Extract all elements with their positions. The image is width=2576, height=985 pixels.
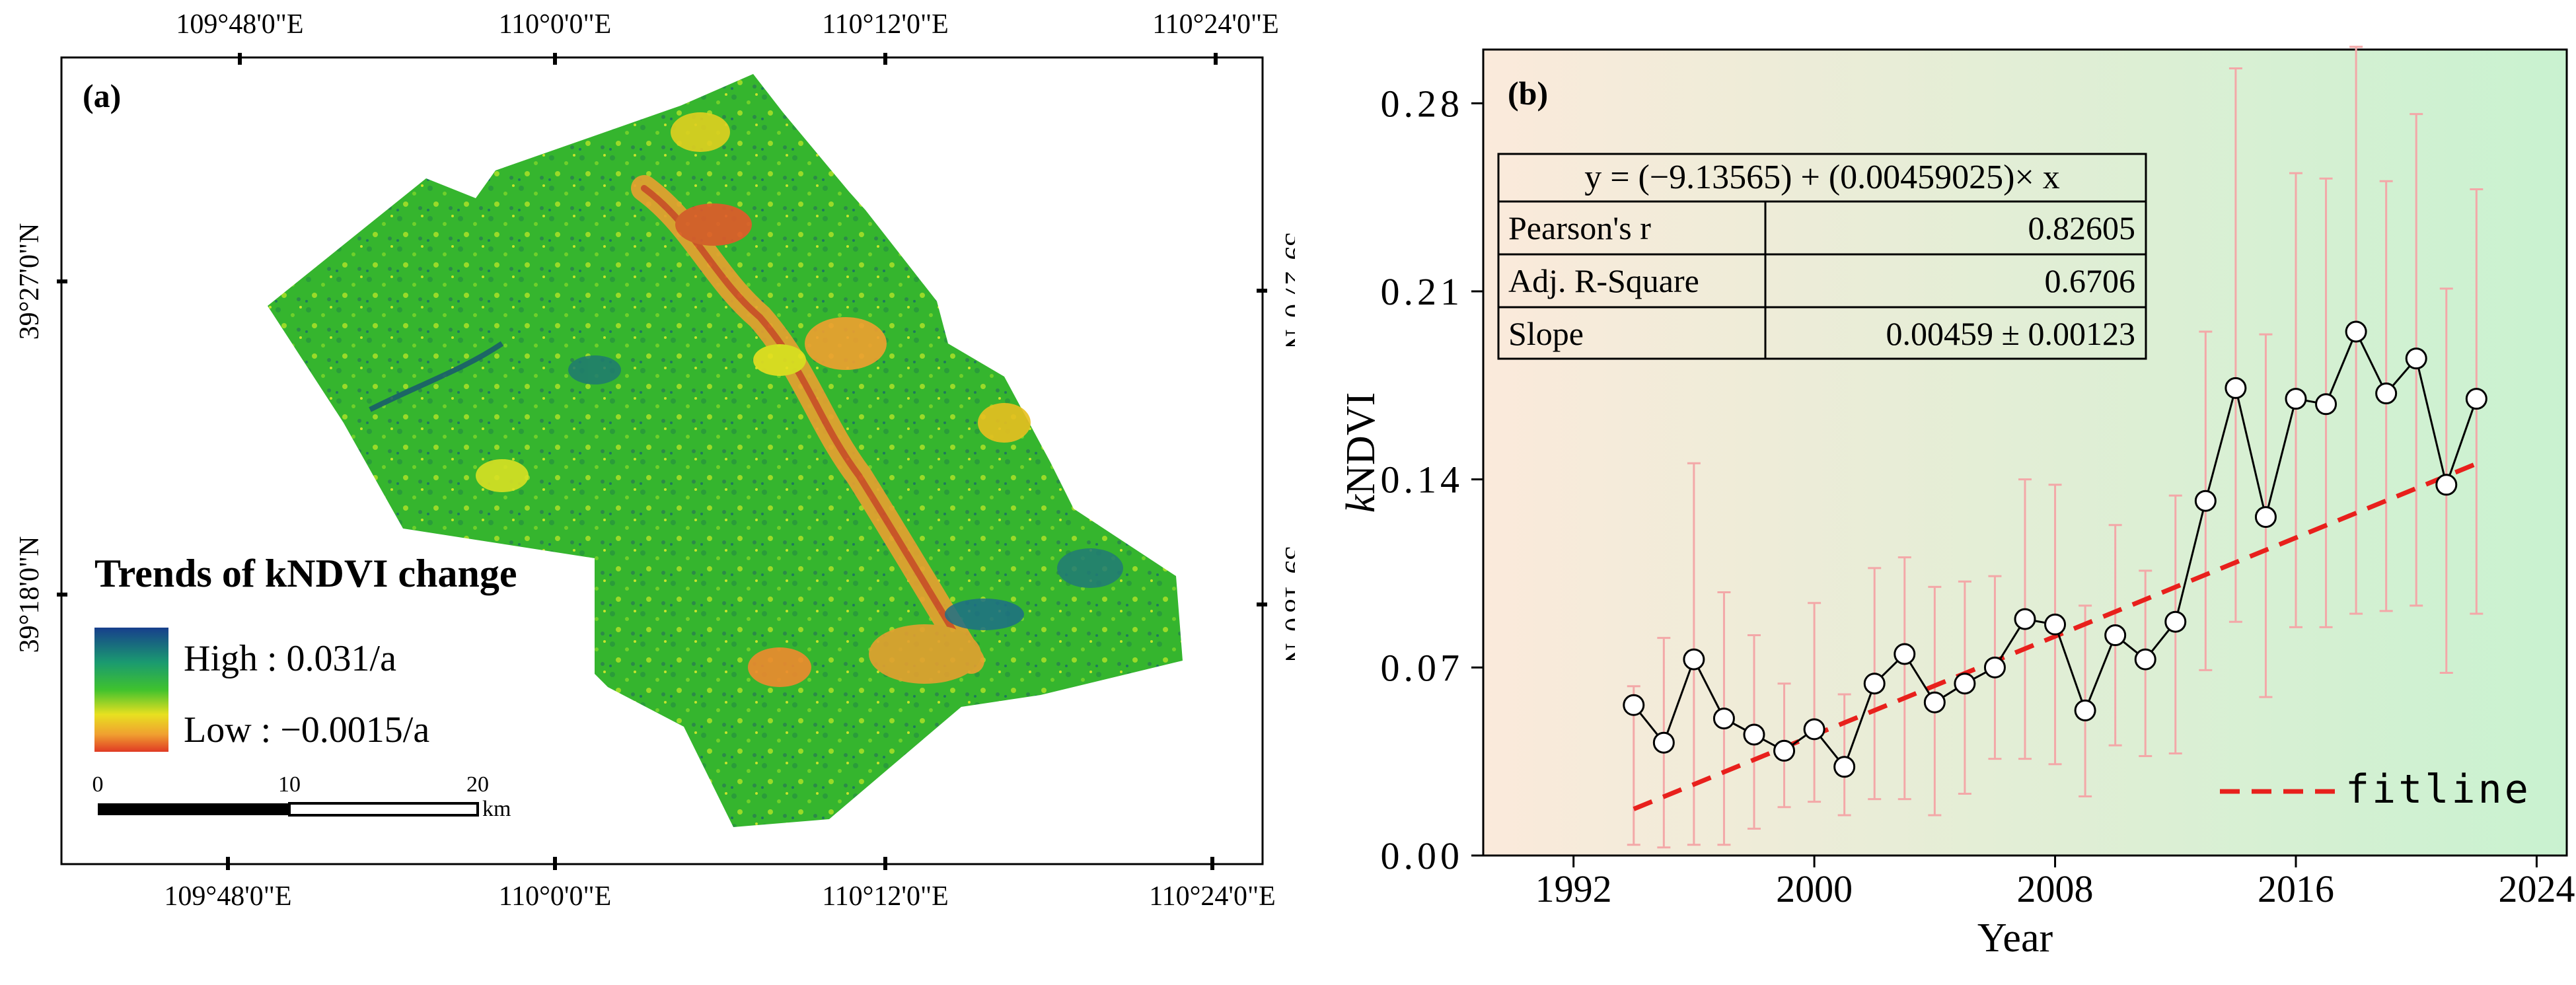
scale-unit: km: [482, 797, 511, 821]
fit-line: [1633, 461, 2478, 811]
degradation-patches: [476, 112, 1031, 687]
right-tick-label: 39°27'0"N: [1279, 233, 1295, 349]
data-point: [1894, 643, 1916, 665]
data-point: [1833, 756, 1856, 778]
bottom-tick-label: 110°0'0"E: [499, 881, 612, 912]
data-points: [1623, 320, 2487, 778]
bottom-tick-label: 110°24'0"E: [1149, 881, 1276, 912]
y-axis-title-k: k: [1339, 493, 1383, 513]
legend-color-ramp: [94, 628, 168, 752]
legend-title: Trends of kNDVI change: [94, 552, 517, 595]
chart-legend: fitline: [2220, 766, 2531, 813]
data-point: [1954, 673, 1976, 695]
increase-patches: [369, 341, 1123, 630]
x-tick-label: 2000: [1776, 867, 1853, 910]
legend-fitline-label: fitline: [2345, 766, 2531, 813]
data-point: [1712, 708, 1735, 730]
y-tick-label: 0.00: [1381, 834, 1464, 877]
data-point: [2435, 474, 2458, 496]
data-point: [2104, 624, 2127, 647]
data-point: [1743, 723, 1765, 746]
data-point: [1773, 739, 1796, 762]
top-tick-label: 110°0'0"E: [499, 9, 612, 40]
data-point: [1652, 731, 1675, 754]
table-value-pearson: 0.82605: [2028, 209, 2136, 246]
bottom-tick-label: 109°48'0"E: [164, 881, 291, 912]
data-point: [2134, 648, 2156, 671]
legend-high-label: High : 0.031/a: [184, 638, 396, 679]
right-tick-label: 39°18'0"N: [1279, 546, 1295, 663]
stats-table: y = (−9.13565) + (0.00459025)× x Pearson…: [1497, 153, 2147, 360]
y-tick-label: 0.14: [1381, 458, 1464, 501]
bottom-tick-label: 110°12'0"E: [822, 881, 949, 912]
x-tick-label: 2016: [2258, 867, 2334, 910]
data-point: [1803, 718, 1825, 741]
x-tick-label: 2008: [2017, 867, 2094, 910]
table-label-adj-r2: Adj. R-Square: [1508, 262, 1699, 299]
map-ticks: [57, 53, 1267, 870]
map-legend: Trends of kNDVI change High : 0.031/a Lo…: [94, 552, 517, 752]
data-point: [1983, 656, 2006, 678]
chart-panel-label: (b): [1508, 75, 1548, 112]
scale-label-20: 20: [466, 772, 489, 797]
data-point: [2194, 490, 2217, 512]
map-panel-label: (a): [83, 77, 121, 114]
scale-label-0: 0: [92, 772, 104, 797]
data-point: [2044, 613, 2067, 636]
table-label-pearson: Pearson's r: [1508, 209, 1651, 246]
data-point: [2405, 347, 2427, 370]
data-point: [1623, 694, 1645, 716]
top-tick-label: 109°48'0"E: [176, 9, 303, 40]
data-point: [1923, 691, 1946, 713]
table-value-adj-r2: 0.6706: [2045, 262, 2136, 299]
y-axis-title: kNDVI: [1339, 392, 1383, 513]
left-tick-label: 39°18'0"N: [15, 536, 45, 653]
y-tick-label: 0.21: [1381, 270, 1464, 313]
scale-label-10: 10: [278, 772, 301, 797]
data-point: [1863, 673, 1886, 695]
table-equation: y = (−9.13565) + (0.00459025)× x: [1584, 159, 2060, 196]
data-point: [2074, 699, 2096, 721]
top-tick-label: 110°24'0"E: [1152, 9, 1279, 40]
x-tick-label: 1992: [1535, 867, 1612, 910]
scale-bar: 0 10 20 km: [92, 772, 511, 821]
kndvi-chart: 0.00 0.07 0.14 0.21 0.28 1992 2000 2008 2016 2024…: [1339, 46, 2575, 961]
axes: 0.00 0.07 0.14 0.21 0.28 1992 2000 2008 2016 2024: [1381, 82, 2575, 910]
legend-low-label: Low : −0.0015/a: [184, 710, 429, 750]
map-panel: 109°48'0"E 110°0'0"E 110°12'0"E 110°24'0…: [15, 9, 1295, 912]
data-point: [2225, 377, 2247, 399]
data-point: [2375, 383, 2398, 405]
y-axis-title-rest: NDVI: [1339, 392, 1383, 495]
table-value-slope: 0.00459 ± 0.00123: [1886, 315, 2135, 352]
data-point: [2014, 608, 2036, 630]
data-point: [2254, 506, 2277, 529]
data-point: [2164, 610, 2187, 633]
y-tick-label: 0.07: [1381, 646, 1464, 689]
data-point: [2315, 393, 2337, 416]
fit-line-group: [1633, 461, 2478, 811]
data-point: [2345, 320, 2367, 343]
x-axis-title: Year: [1977, 916, 2053, 961]
x-tick-label: 2024: [2498, 867, 2575, 910]
data-point: [2285, 388, 2307, 410]
data-point: [2465, 388, 2487, 410]
data-point: [1683, 648, 1705, 671]
left-tick-label: 39°27'0"N: [15, 223, 45, 340]
top-tick-label: 110°12'0"E: [822, 9, 949, 40]
y-tick-label: 0.28: [1381, 82, 1464, 125]
table-label-slope: Slope: [1508, 315, 1584, 352]
